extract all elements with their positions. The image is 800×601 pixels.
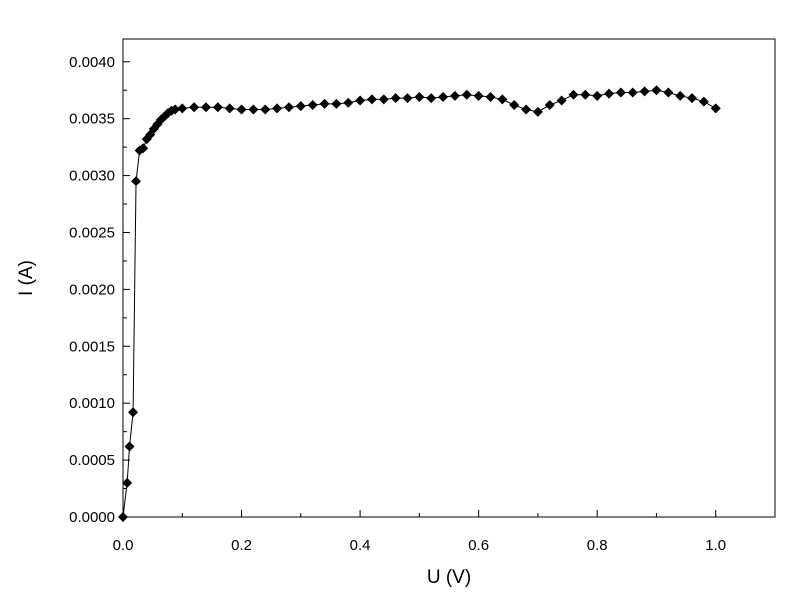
data-point bbox=[343, 97, 354, 108]
data-point bbox=[390, 93, 401, 104]
data-point bbox=[509, 100, 520, 111]
data-point bbox=[295, 101, 306, 112]
y-tick-label: 0.0035 bbox=[69, 111, 115, 128]
data-point bbox=[604, 88, 615, 99]
data-point bbox=[687, 93, 698, 104]
data-point bbox=[521, 104, 532, 115]
data-point bbox=[148, 123, 159, 134]
y-tick-label: 0.0005 bbox=[69, 452, 115, 469]
y-axis-title: I (A) bbox=[16, 260, 37, 296]
data-point bbox=[615, 87, 626, 98]
x-tick-label: 0.4 bbox=[350, 537, 371, 554]
y-tick-label: 0.0015 bbox=[69, 338, 115, 355]
x-tick-label: 0.0 bbox=[113, 537, 134, 554]
data-point bbox=[118, 512, 128, 522]
data-point bbox=[138, 143, 149, 154]
data-point bbox=[663, 87, 674, 98]
x-axis-title: U (V) bbox=[427, 567, 471, 588]
data-point bbox=[128, 407, 139, 418]
data-point bbox=[402, 93, 413, 104]
data-point bbox=[355, 95, 366, 106]
data-point bbox=[592, 90, 603, 101]
data-point bbox=[426, 93, 437, 104]
data-point bbox=[236, 104, 247, 115]
data-point bbox=[131, 176, 142, 187]
data-point bbox=[124, 441, 135, 452]
data-point bbox=[331, 98, 342, 109]
data-point bbox=[675, 90, 686, 101]
data-point bbox=[378, 94, 389, 105]
data-point bbox=[580, 89, 591, 100]
data-point bbox=[283, 102, 294, 113]
x-tick-label: 1.0 bbox=[705, 537, 726, 554]
data-point bbox=[485, 92, 496, 103]
x-tick-label: 0.6 bbox=[468, 537, 489, 554]
data-point bbox=[177, 103, 188, 114]
data-point bbox=[461, 89, 472, 100]
x-tick-label: 0.2 bbox=[231, 537, 252, 554]
data-point bbox=[200, 102, 211, 113]
y-tick-label: 0.0025 bbox=[69, 224, 115, 241]
data-series bbox=[118, 85, 721, 522]
y-tick-label: 0.0020 bbox=[69, 281, 115, 298]
y-tick-label: 0.0010 bbox=[69, 395, 115, 412]
data-point bbox=[639, 86, 650, 97]
data-point bbox=[307, 100, 318, 111]
x-axis-ticks: 0.0 0.2 0.4 0.6 0.8 1.0 bbox=[113, 510, 776, 554]
y-tick-label: 0.0030 bbox=[69, 168, 115, 185]
data-point bbox=[122, 477, 133, 488]
x-tick-label: 0.8 bbox=[587, 537, 608, 554]
data-point bbox=[224, 103, 235, 114]
data-point bbox=[627, 87, 638, 98]
y-axis-ticks: 0.0000 0.0005 0.0010 0.0015 0.0020 0.0025 0.00… bbox=[69, 54, 130, 526]
data-point bbox=[366, 94, 377, 105]
data-point bbox=[497, 94, 508, 105]
data-point bbox=[170, 104, 181, 115]
data-point bbox=[710, 103, 721, 114]
plot-frame bbox=[122, 38, 776, 518]
data-point bbox=[473, 90, 484, 101]
data-point bbox=[544, 100, 555, 111]
data-point bbox=[556, 95, 567, 106]
data-point bbox=[698, 96, 709, 107]
data-point bbox=[319, 98, 330, 109]
data-point bbox=[248, 104, 259, 115]
data-point bbox=[260, 104, 271, 115]
data-point bbox=[532, 106, 543, 117]
data-point bbox=[568, 89, 579, 100]
data-point bbox=[438, 92, 449, 103]
series-line bbox=[122, 89, 716, 518]
data-point bbox=[414, 92, 425, 103]
data-point bbox=[272, 103, 283, 114]
data-point bbox=[189, 102, 200, 113]
y-tick-label: 0.0040 bbox=[69, 54, 115, 71]
y-tick-label: 0.0000 bbox=[69, 509, 115, 526]
data-point bbox=[449, 90, 460, 101]
data-point bbox=[212, 102, 223, 113]
data-point bbox=[651, 85, 662, 96]
